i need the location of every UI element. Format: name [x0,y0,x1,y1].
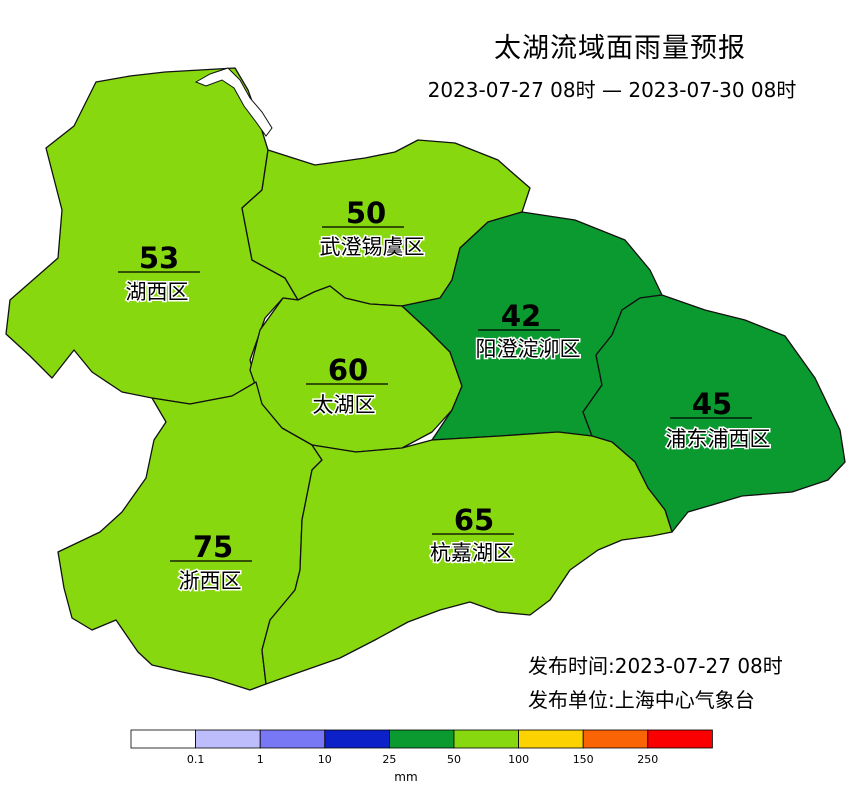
value-zhexi: 75 [193,530,233,564]
issue-time: 发布时间:2023-07-27 08时 [528,654,783,678]
label-yangchengdianmao: 42 阳澄淀泖区 [474,299,582,363]
label-wuchengxiyu: 50 武澄锡虞区 [318,196,426,261]
legend-tick-label: 1 [257,753,264,766]
label-zhexi: 75 浙西区 [170,530,252,595]
name-wuchengxiyu: 武澄锡虞区 [320,235,425,259]
legend-tick-label: 150 [573,753,594,766]
value-huxi: 53 [139,241,179,275]
legend-color-box [388,729,455,749]
name-yangchengdianmao: 阳澄淀泖区 [476,337,581,361]
map-title: 太湖流域面雨量预报 [494,33,746,64]
legend-tick-label: 25 [382,753,396,766]
label-hangjiahu: 65 杭嘉湖区 [429,503,516,567]
legend-color-box [647,729,713,749]
value-taihu: 60 [328,353,368,387]
forecast-period: 2023-07-27 08时 — 2023-07-30 08时 [427,78,797,102]
legend-tick-label: 0.1 [187,753,205,766]
legend-tick-label: 50 [447,753,461,766]
legend-color-box [130,729,196,749]
legend-unit: mm [394,770,417,784]
legend-color-box [195,729,261,749]
legend-color-box [259,729,326,749]
label-pudongpuxi: 45 浦东浦西区 [664,387,772,453]
name-taihu: 太湖区 [313,393,376,417]
name-zhexi: 浙西区 [179,569,242,593]
value-pudongpuxi: 45 [692,387,732,421]
legend-color-box [324,729,390,749]
yangtze-river [194,67,273,137]
label-huxi: 53 湖西区 [118,241,200,306]
legend-color-box [582,729,649,749]
label-taihu: 60 太湖区 [306,353,388,419]
name-hangjiahu: 杭嘉湖区 [430,541,514,565]
region-taihu[interactable] [249,285,463,453]
region-zhexi[interactable] [57,381,323,691]
legend-tick-label: 250 [637,753,658,766]
value-yangchengdianmao: 42 [501,299,541,333]
name-pudongpuxi: 浦东浦西区 [666,427,771,451]
issuer: 发布单位:上海中心气象台 [528,688,755,712]
legend-color-box [518,729,584,749]
region-hangjiahu[interactable] [261,431,673,685]
value-hangjiahu: 65 [454,503,494,537]
legend-tick-label: 10 [318,753,332,766]
value-wuchengxiyu: 50 [346,196,386,230]
name-huxi: 湖西区 [126,280,189,304]
legend-color-box [453,729,519,749]
legend-tick-label: 100 [508,753,529,766]
